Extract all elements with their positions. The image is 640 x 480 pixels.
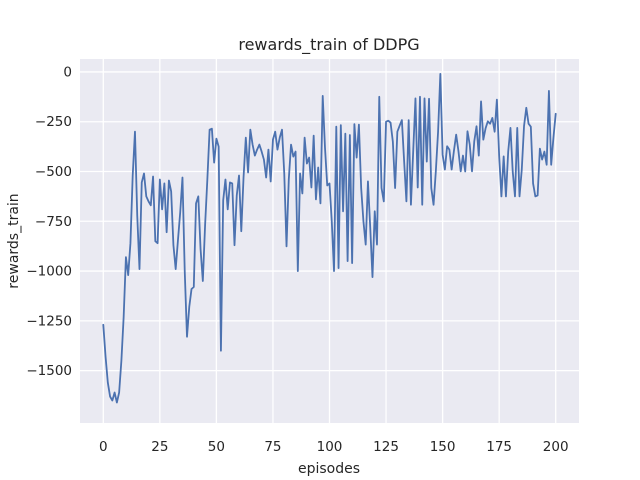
x-tick-label: 0: [99, 439, 108, 455]
y-tick-label: −1500: [26, 363, 72, 379]
rewards-train-line: [102, 73, 557, 404]
x-axis-label: episodes: [298, 461, 360, 477]
x-tick-label: 125: [373, 439, 399, 455]
x-tick-label: 25: [151, 439, 168, 455]
x-tick-label: 200: [543, 439, 569, 455]
y-tick-labels: 0 −250 −500 −750 −1000 −1250 −1500: [26, 64, 72, 379]
y-axis-label: rewards_train: [6, 193, 22, 288]
x-tick-label: 150: [430, 439, 456, 455]
y-tick-label: −250: [35, 114, 72, 130]
chart-title: rewards_train of DDPG: [238, 35, 419, 55]
series-group: [102, 73, 557, 404]
x-tick-labels: 0 25 50 75 100 125 150 175 200: [99, 439, 569, 455]
x-tick-label: 50: [208, 439, 225, 455]
y-tick-label: −1000: [26, 264, 72, 280]
y-tick-label: −750: [35, 214, 72, 230]
x-tick-label: 75: [264, 439, 281, 455]
x-tick-label: 100: [317, 439, 343, 455]
y-tick-label: 0: [63, 64, 72, 80]
y-tick-label: −500: [35, 164, 72, 180]
y-tick-label: −1250: [26, 313, 72, 329]
x-tick-label: 175: [486, 439, 512, 455]
